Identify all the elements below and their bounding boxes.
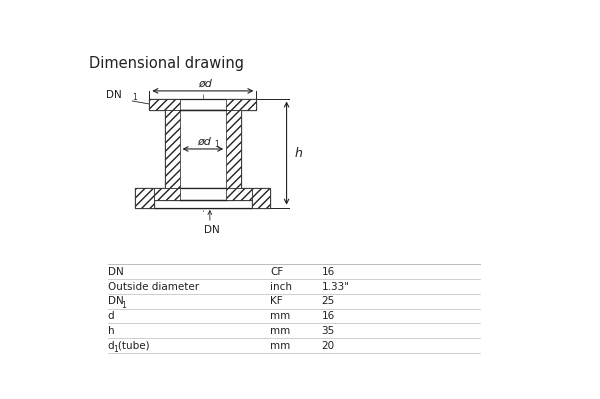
Bar: [226, 188, 252, 200]
Text: 1: 1: [214, 140, 219, 149]
Bar: [165, 110, 179, 188]
Bar: [252, 188, 270, 207]
Text: 1: 1: [121, 300, 126, 310]
Bar: [136, 188, 154, 207]
Text: h: h: [107, 326, 114, 336]
Text: 25: 25: [322, 296, 335, 306]
Text: mm: mm: [270, 341, 290, 351]
Bar: [136, 188, 271, 207]
Text: 1.33": 1.33": [322, 282, 349, 292]
Text: DN: DN: [107, 296, 124, 306]
Text: KF: KF: [270, 296, 283, 306]
Text: 1: 1: [133, 93, 137, 103]
Text: Outside diameter: Outside diameter: [107, 282, 199, 292]
Bar: [226, 99, 256, 110]
Text: Dimensional drawing: Dimensional drawing: [89, 55, 244, 71]
Text: d: d: [107, 311, 114, 321]
Text: DN: DN: [204, 225, 220, 235]
Text: d (tube): d (tube): [107, 341, 149, 351]
Bar: [149, 99, 256, 110]
Text: CF: CF: [270, 267, 284, 277]
Bar: [149, 99, 179, 110]
Bar: [154, 188, 179, 200]
Bar: [226, 110, 241, 188]
Text: h: h: [295, 146, 303, 160]
Text: 20: 20: [322, 341, 335, 351]
Text: ød: ød: [197, 137, 211, 147]
Text: DN: DN: [106, 90, 122, 100]
Text: mm: mm: [270, 326, 290, 336]
Text: 16: 16: [322, 267, 335, 277]
Bar: [154, 200, 252, 207]
Text: 1: 1: [113, 345, 118, 354]
Text: mm: mm: [270, 311, 290, 321]
Text: DN: DN: [107, 267, 124, 277]
Text: 35: 35: [322, 326, 335, 336]
Text: inch: inch: [270, 282, 292, 292]
Text: ød: ød: [198, 79, 212, 89]
Text: 16: 16: [322, 311, 335, 321]
Bar: [165, 110, 241, 188]
